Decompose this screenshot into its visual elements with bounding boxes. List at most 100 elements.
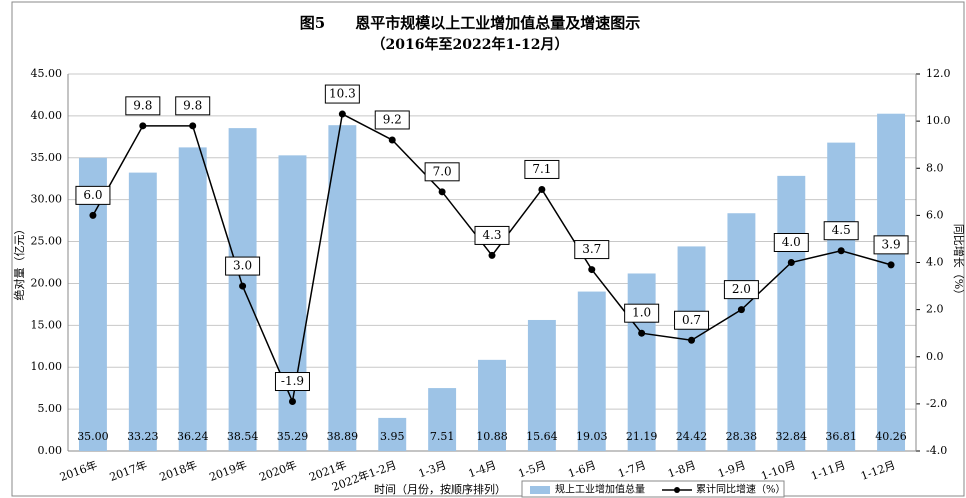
- label-box: [873, 235, 909, 255]
- line-point: [837, 247, 845, 255]
- line-value-label: 7.0: [433, 164, 452, 178]
- label-box: [424, 162, 460, 182]
- legend-label: 累计同比增速（%）: [696, 483, 786, 496]
- y-tick-label: 0.00: [38, 444, 63, 457]
- bar-value-label: 36.81: [825, 430, 857, 443]
- line-point: [89, 211, 97, 219]
- y-tick-label: 30.00: [31, 193, 63, 206]
- line-value-label: 6.0: [83, 188, 102, 202]
- line-point: [338, 110, 346, 118]
- bar-value-label: 19.03: [576, 430, 608, 443]
- label-box: [225, 256, 261, 276]
- y-tick-label: 40.00: [31, 109, 63, 122]
- chart-subtitle: （2016年至2022年1-12月）: [372, 36, 569, 53]
- bar-value-label: 15.64: [526, 430, 558, 443]
- y2-tick-label: 10.0: [926, 114, 951, 127]
- legend-marker: [674, 487, 680, 493]
- label-box: [674, 310, 710, 330]
- bar-value-label: 24.42: [676, 430, 708, 443]
- bar-value-label: 3.95: [380, 430, 405, 443]
- y2-tick-label: 0.0: [926, 350, 944, 363]
- line-point: [139, 122, 147, 130]
- line-point: [388, 136, 396, 144]
- y2-tick-label: 4.0: [926, 256, 944, 269]
- y2-axis-label: 同比增长（%）: [952, 224, 966, 300]
- label-box: [524, 159, 560, 179]
- line-value-label: 9.8: [183, 98, 202, 112]
- bar-value-label: 28.38: [726, 430, 758, 443]
- line-value-label: 3.7: [582, 242, 601, 256]
- label-box: [274, 372, 310, 392]
- bar-value-label: 36.24: [177, 430, 209, 443]
- bar-value-label: 35.29: [277, 430, 309, 443]
- bar-value-label: 21.19: [626, 430, 658, 443]
- label-box: [474, 225, 510, 245]
- label-box: [175, 96, 211, 116]
- y2-tick-label: 2.0: [926, 303, 944, 316]
- y-tick-label: 45.00: [31, 67, 63, 80]
- bar: [328, 125, 357, 451]
- legend-label: 规上工业增加值总量: [555, 483, 645, 496]
- label-box: [324, 84, 360, 104]
- y2-tick-label: 8.0: [926, 161, 944, 174]
- y2-tick-label: -4.0: [926, 444, 947, 457]
- bar-value-label: 40.26: [875, 430, 907, 443]
- label-box: [75, 185, 111, 205]
- bar: [577, 291, 606, 451]
- line-value-label: 3.9: [882, 237, 901, 251]
- label-box: [125, 96, 161, 116]
- line-point: [288, 398, 296, 406]
- y-tick-label: 35.00: [31, 151, 63, 164]
- legend-frame: [521, 480, 785, 498]
- line-value-label: 2.0: [732, 282, 751, 296]
- y-tick-label: 25.00: [31, 235, 63, 248]
- label-box: [574, 240, 610, 260]
- line-value-label: 10.3: [329, 87, 356, 101]
- y-axis-label: 绝对量（亿元）: [12, 224, 26, 301]
- y-tick-label: 15.00: [31, 318, 63, 331]
- line-point: [538, 185, 546, 193]
- bar: [777, 175, 806, 451]
- label-box: [723, 280, 759, 300]
- line-value-label: -1.9: [281, 374, 304, 388]
- chart-title: 图5 恩平市规模以上工业增加值总量及增速图示: [300, 14, 640, 32]
- bar: [627, 273, 656, 451]
- y-tick-label: 10.00: [31, 360, 63, 373]
- bar: [677, 246, 706, 451]
- line-point: [737, 306, 745, 314]
- line-value-label: 9.2: [383, 112, 402, 126]
- bar: [727, 213, 756, 451]
- label-box: [374, 110, 410, 130]
- line-value-label: 4.0: [782, 235, 801, 249]
- line-point: [887, 261, 895, 269]
- line-value-label: 3.0: [233, 259, 252, 273]
- line-value-label: 4.5: [832, 223, 851, 237]
- bar: [877, 113, 906, 451]
- bar: [827, 142, 856, 451]
- line-point: [787, 259, 795, 266]
- y2-tick-label: -2.0: [926, 397, 947, 410]
- x-axis-label: 时间（月份，按顺序排列）: [374, 482, 506, 496]
- y-tick-label: 5.00: [38, 402, 63, 415]
- bar: [178, 147, 207, 451]
- y-tick-label: 20.00: [31, 276, 63, 289]
- bar: [128, 172, 157, 451]
- line-value-label: 7.1: [532, 162, 551, 176]
- bar: [527, 319, 556, 451]
- y2-tick-label: 12.0: [926, 67, 951, 80]
- line-point: [488, 251, 496, 259]
- bar-value-label: 35.00: [77, 430, 109, 443]
- bar-value-label: 38.89: [327, 430, 359, 443]
- line-value-label: 1.0: [632, 306, 651, 320]
- line-point: [189, 122, 197, 130]
- line-point: [438, 188, 446, 196]
- legend-swatch: [530, 486, 550, 494]
- y2-tick-label: 6.0: [926, 208, 944, 221]
- line-value-label: 4.3: [482, 228, 501, 242]
- bar-value-label: 33.23: [127, 430, 159, 443]
- label-box: [624, 303, 660, 323]
- bar-value-label: 32.84: [776, 430, 808, 443]
- bar-value-label: 7.51: [430, 430, 455, 443]
- bar: [478, 359, 506, 451]
- bar: [78, 157, 107, 451]
